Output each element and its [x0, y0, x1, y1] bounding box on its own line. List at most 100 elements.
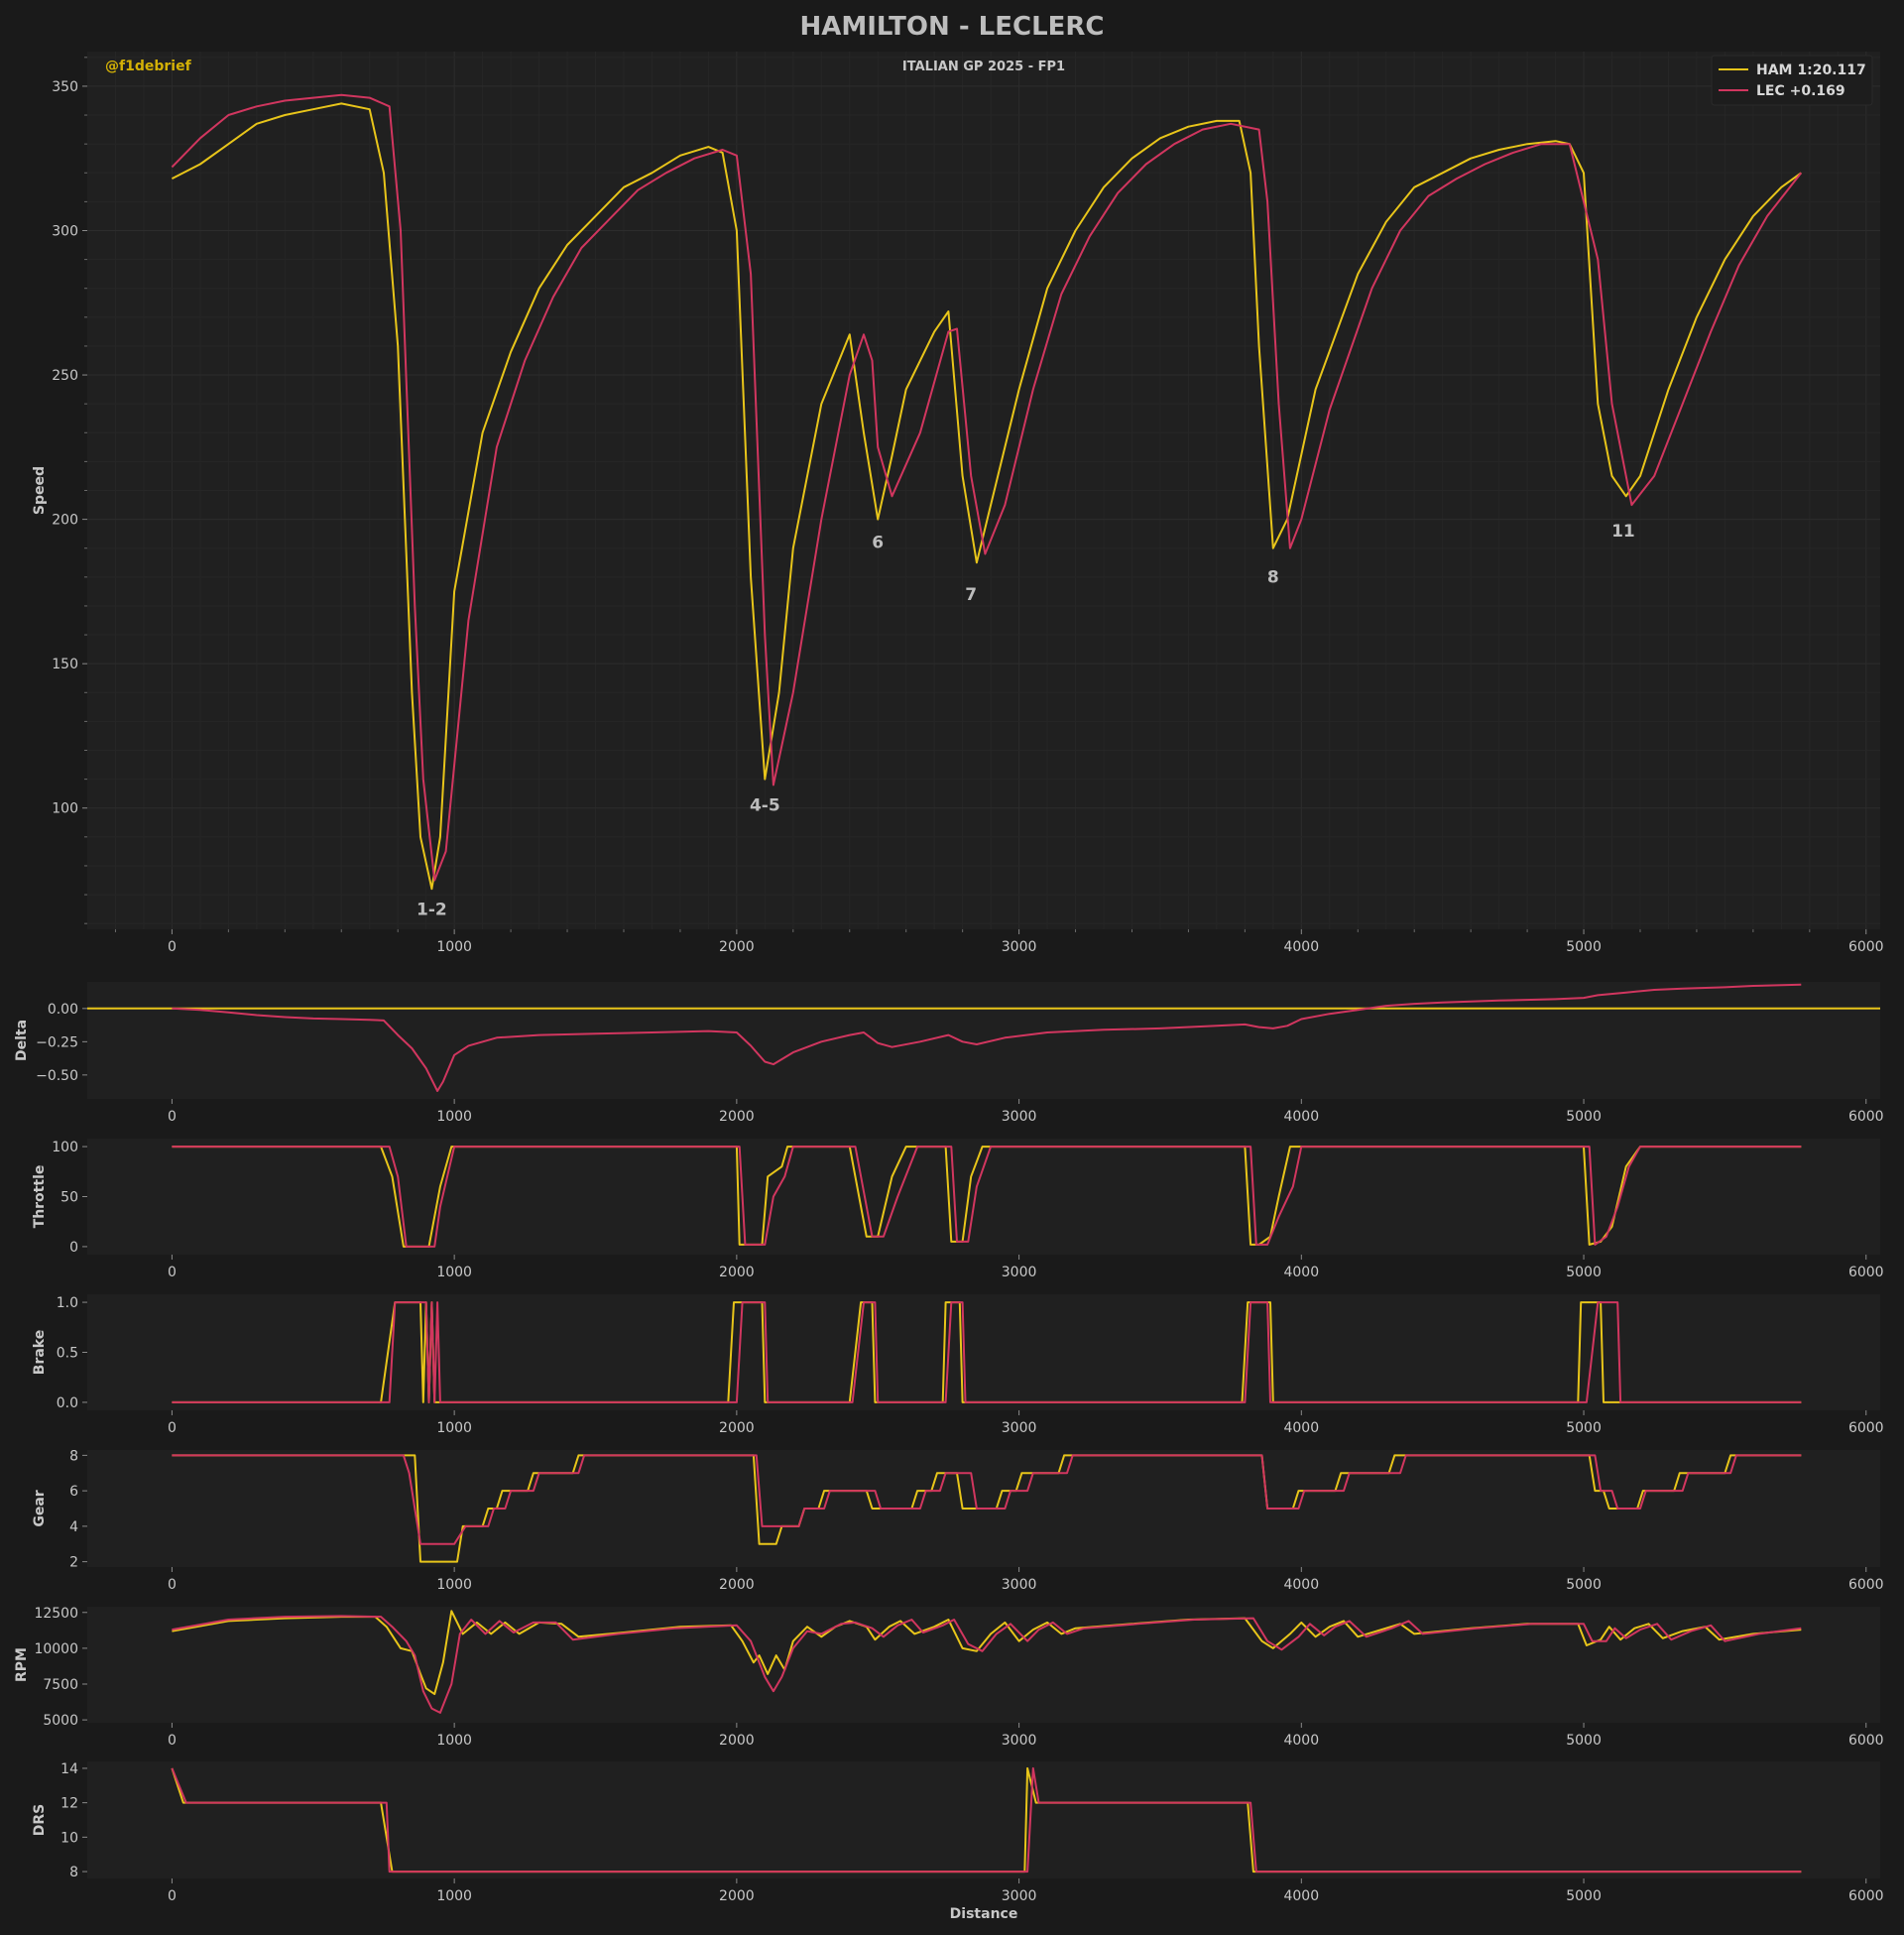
y-tick-label: 0.0	[57, 1395, 78, 1411]
corner-labels: 1-2 4-5 6 7 8 11	[416, 522, 1635, 919]
panel-throttle-series	[172, 1146, 1802, 1248]
x-tick-label: 4000	[1283, 1888, 1319, 1904]
corner-label: 4-5	[750, 796, 780, 816]
y-tick-label: 0.5	[57, 1346, 78, 1362]
legend-box	[1711, 55, 1873, 106]
x-tick-label: 1000	[436, 1733, 472, 1749]
speed-grid	[87, 52, 1880, 929]
y-tick-label: 250	[52, 368, 78, 384]
panel-gear-x-ticks: 0 1000 2000 3000 4000 5000 6000	[168, 1567, 1884, 1593]
x-tick-label: 1000	[436, 939, 472, 955]
x-tick-label: 6000	[1848, 939, 1884, 955]
x-tick-label: 6000	[1848, 1265, 1884, 1280]
x-tick-label: 0	[168, 1109, 177, 1125]
x-tick-label: 0	[168, 1733, 177, 1749]
panel-brake-y-label: Brake	[32, 1330, 48, 1375]
corner-label: 6	[872, 534, 884, 553]
x-tick-label: 1000	[436, 1109, 472, 1125]
x-tick-label: 6000	[1848, 1420, 1884, 1436]
series-line-lec-rpm	[172, 1615, 1802, 1714]
y-tick-label: 1.0	[57, 1295, 78, 1311]
panel-delta-y-ticks: 0.00 −0.25 −0.50	[36, 1002, 87, 1084]
panel-speed-series	[171, 93, 1803, 891]
panel-brake-x-ticks: 0 1000 2000 3000 4000 5000 6000	[168, 1410, 1884, 1436]
y-tick-label: 10000	[34, 1641, 78, 1657]
panel-throttle-x-ticks: 0 1000 2000 3000 4000 5000 6000	[168, 1255, 1884, 1280]
y-tick-label: 50	[60, 1190, 78, 1206]
watermark: @f1debrief	[105, 59, 192, 74]
x-tick-label: 2000	[719, 1420, 755, 1436]
x-tick-label: 4000	[1283, 1420, 1319, 1436]
panel-brake-series	[172, 1301, 1802, 1403]
panel-brake-y-ticks: 0.0 0.5 1.0	[57, 1295, 87, 1411]
legend-entry: LEC +0.169	[1756, 83, 1845, 99]
panel-throttle: 0 1000 2000 3000 4000 5000 6000 0 50 100 Throttle	[32, 1139, 1884, 1280]
figure-title: HAMILTON - LECLERC	[799, 12, 1104, 42]
x-tick-label: 1000	[436, 1420, 472, 1436]
corner-label: 7	[965, 585, 977, 605]
series-line-lec-speed	[171, 93, 1803, 882]
y-tick-label: −0.25	[36, 1034, 78, 1050]
panel-rpm-series	[172, 1610, 1802, 1714]
corner-label: 8	[1267, 568, 1279, 588]
panel-gear: 0 1000 2000 3000 4000 5000 6000 2 4 6 8 Gear	[32, 1448, 1884, 1593]
series-line-lec-gear	[172, 1454, 1802, 1545]
y-tick-label: 0	[69, 1240, 78, 1256]
y-tick-label: 12500	[34, 1606, 78, 1622]
x-tick-label: 3000	[1002, 1420, 1037, 1436]
panel-drs-x-ticks: 0 1000 2000 3000 4000 5000 6000	[168, 1878, 1884, 1904]
x-tick-label: 1000	[436, 1265, 472, 1280]
x-tick-label: 3000	[1002, 1888, 1037, 1904]
x-tick-label: 2000	[719, 1577, 755, 1593]
x-tick-label: 4000	[1283, 1733, 1319, 1749]
x-tick-label: 2000	[719, 1265, 755, 1280]
x-tick-label: 5000	[1566, 1109, 1602, 1125]
y-tick-label: 4	[69, 1519, 78, 1535]
x-tick-label: 0	[168, 1265, 177, 1280]
panel-delta-background	[87, 982, 1880, 1099]
x-tick-label: 3000	[1002, 1577, 1037, 1593]
y-tick-label: 12	[60, 1796, 78, 1812]
y-tick-label: 5000	[43, 1713, 78, 1729]
legend: HAM 1:20.117 LEC +0.169	[1711, 55, 1873, 106]
x-tick-label: 6000	[1848, 1577, 1884, 1593]
x-tick-label: 0	[168, 1577, 177, 1593]
x-tick-label: 5000	[1566, 1420, 1602, 1436]
panel-rpm-y-ticks: 5000 7500 10000 12500	[34, 1606, 87, 1729]
panel-delta: 0 1000 2000 3000 4000 5000 6000 0.00 −0.25 −0.50 D…	[14, 982, 1884, 1125]
x-tick-label: 4000	[1283, 939, 1319, 955]
panel-gear-y-label: Gear	[32, 1490, 48, 1526]
series-line-lec-throttle	[172, 1146, 1802, 1248]
x-tick-label: 5000	[1566, 1888, 1602, 1904]
chart-subtitle: ITALIAN GP 2025 - FP1	[902, 60, 1065, 74]
corner-label: 11	[1611, 522, 1635, 542]
series-line-lec-brake	[172, 1301, 1802, 1403]
x-tick-label: 2000	[719, 1733, 755, 1749]
x-tick-label: 2000	[719, 1888, 755, 1904]
x-tick-label: 2000	[719, 1109, 755, 1125]
x-tick-label: 4000	[1283, 1577, 1319, 1593]
x-tick-label: 5000	[1566, 1733, 1602, 1749]
x-tick-label: 5000	[1566, 1577, 1602, 1593]
y-tick-label: 8	[69, 1448, 78, 1464]
panel-drs-background	[87, 1761, 1880, 1878]
y-tick-label: 6	[69, 1484, 78, 1500]
series-line-ham-speed	[171, 102, 1802, 891]
y-tick-label: 10	[60, 1830, 78, 1846]
x-tick-label: 3000	[1002, 1265, 1037, 1280]
y-tick-label: 100	[52, 1140, 78, 1155]
x-tick-label: 4000	[1283, 1109, 1319, 1125]
y-tick-label: −0.50	[36, 1068, 78, 1084]
panel-delta-series	[87, 983, 1880, 1092]
panel-rpm-background	[87, 1607, 1880, 1723]
legend-entry: HAM 1:20.117	[1756, 62, 1866, 78]
panel-drs-series	[171, 1766, 1802, 1874]
x-tick-label: 0	[168, 1888, 177, 1904]
x-tick-label: 3000	[1002, 939, 1037, 955]
panel-drs: 0 1000 2000 3000 4000 5000 6000 8 10 12 14 DRS	[32, 1761, 1884, 1904]
y-tick-label: 350	[52, 79, 78, 95]
panel-delta-x-ticks: 0 1000 2000 3000 4000 5000 6000	[168, 1099, 1884, 1125]
y-tick-label: 7500	[43, 1677, 78, 1693]
x-tick-label: 2000	[719, 939, 755, 955]
y-tick-label: 0.00	[48, 1002, 78, 1018]
